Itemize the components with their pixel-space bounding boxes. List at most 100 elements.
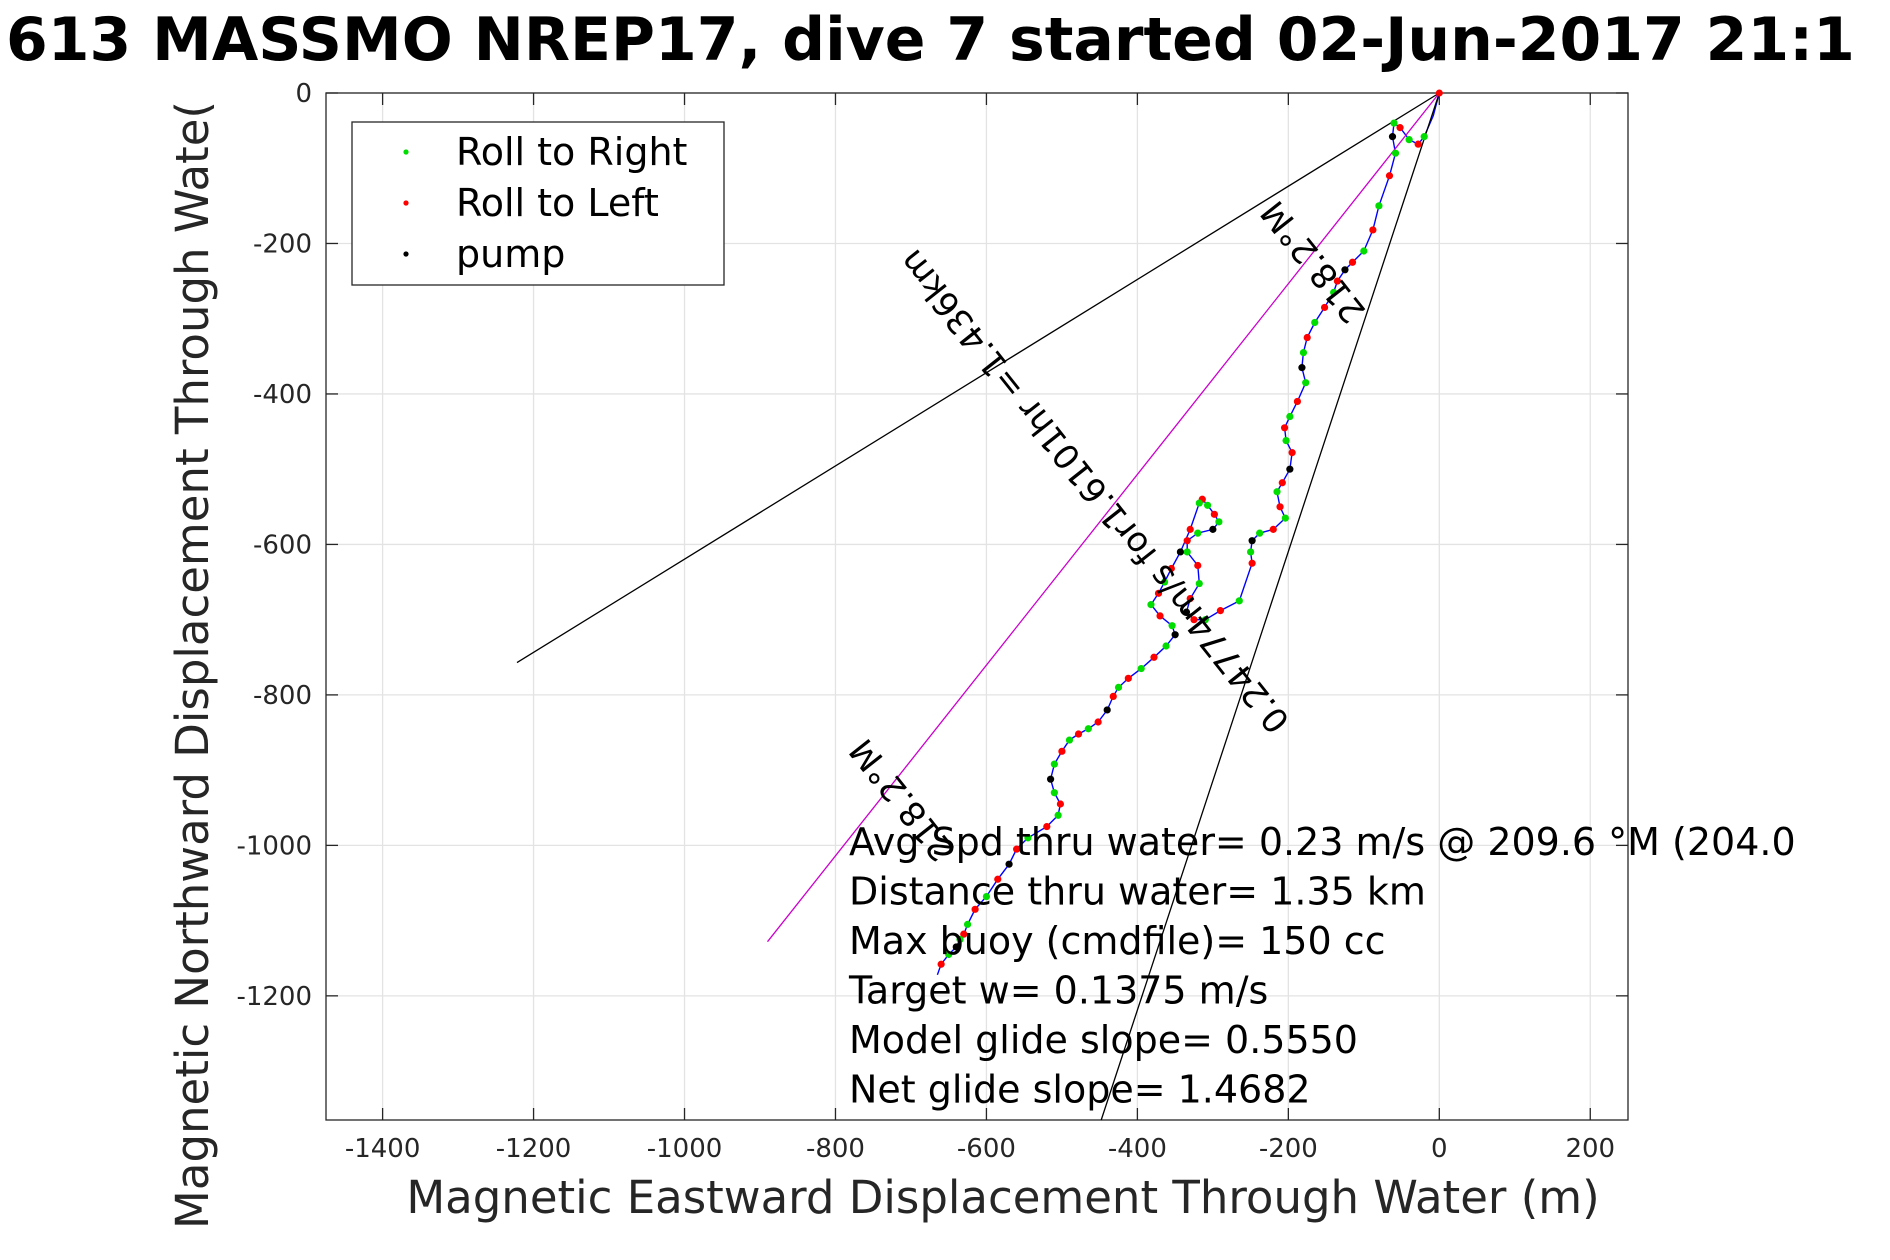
y-tick-label: -400 xyxy=(253,380,312,410)
track-marker xyxy=(1050,789,1058,797)
track-marker xyxy=(1194,561,1202,570)
track-marker xyxy=(971,905,979,913)
stats-line: Distance thru water= 1.35 km xyxy=(849,870,1426,914)
track-marker xyxy=(1056,800,1065,808)
track-marker xyxy=(1375,202,1383,210)
track-marker xyxy=(1280,424,1289,432)
legend-swatch xyxy=(403,149,409,155)
track-marker xyxy=(1183,537,1191,545)
track-marker xyxy=(1414,140,1422,148)
annotation-layer: 218.2°M0.24774m/s for1.6101hr =1.436km21… xyxy=(842,193,1796,1112)
track-marker xyxy=(1114,683,1123,691)
track-marker xyxy=(1162,642,1170,650)
track-marker xyxy=(1094,718,1102,726)
track-marker xyxy=(1183,548,1191,556)
x-tick-label: -600 xyxy=(957,1134,1016,1164)
track-marker xyxy=(1167,564,1175,573)
track-marker xyxy=(1391,149,1400,157)
legend-entry: pump xyxy=(456,232,565,276)
y-tick-label: 0 xyxy=(295,79,312,109)
track-marker xyxy=(1311,318,1319,327)
track-marker xyxy=(1210,510,1218,518)
track-marker xyxy=(1278,479,1286,487)
track-marker xyxy=(1203,501,1212,509)
track-marker xyxy=(1074,730,1083,738)
track-marker xyxy=(937,960,945,968)
track-marker xyxy=(1058,747,1066,755)
track-marker xyxy=(1369,226,1377,234)
track-marker xyxy=(1348,258,1357,266)
track-marker xyxy=(1154,589,1163,597)
track-marker xyxy=(945,950,953,959)
x-tick-label: -800 xyxy=(806,1134,865,1164)
track-marker xyxy=(1109,692,1117,701)
track-marker xyxy=(1235,597,1243,605)
track-marker xyxy=(1013,845,1021,853)
track-marker xyxy=(1341,266,1349,274)
track-marker xyxy=(1103,706,1111,714)
track-marker xyxy=(1215,518,1223,526)
track-marker xyxy=(1385,172,1394,180)
stats-line: Net glide slope= 1.4682 xyxy=(849,1068,1311,1112)
track-marker xyxy=(1195,499,1203,507)
track-marker xyxy=(1282,437,1290,445)
y-tick-label: -200 xyxy=(253,229,312,259)
track-marker xyxy=(963,920,972,928)
track-marker xyxy=(1396,124,1404,132)
track-marker xyxy=(1168,622,1176,630)
track-marker xyxy=(1005,860,1013,868)
stats-line: Model glide slope= 0.5550 xyxy=(849,1018,1358,1062)
x-tick-label: -1200 xyxy=(496,1134,572,1164)
track-marker xyxy=(1054,811,1062,819)
track-marker xyxy=(1043,822,1051,831)
marker-layer xyxy=(937,89,1443,968)
track-marker xyxy=(1248,559,1256,567)
track-marker xyxy=(960,930,968,938)
track-marker xyxy=(1160,578,1169,586)
series-line-heading-218-2-m xyxy=(766,92,1440,943)
track-marker xyxy=(1390,119,1398,127)
track-marker xyxy=(1269,525,1277,533)
legend: Roll to Right Roll to Left pump xyxy=(351,121,725,286)
track-marker xyxy=(1293,397,1302,406)
series-line-cone-right xyxy=(1100,92,1440,1121)
track-marker xyxy=(1248,537,1256,545)
track-marker xyxy=(1281,514,1289,522)
track-marker xyxy=(1320,303,1329,312)
track-marker xyxy=(1137,664,1145,673)
track-marker xyxy=(1182,608,1191,616)
track-marker xyxy=(1302,379,1310,387)
y-axis-label: Magnetic Northward Displacement Through … xyxy=(166,101,219,1229)
track-marker xyxy=(1299,348,1308,357)
y-tick-label: -1000 xyxy=(236,831,312,861)
x-tick-label: -1000 xyxy=(647,1134,723,1164)
y-ticks: 0 -200 -400 -600 -800 -1000 -1200 xyxy=(236,79,1628,1012)
x-tick-label: 200 xyxy=(1565,1134,1615,1164)
track-marker xyxy=(1273,488,1281,496)
track-marker xyxy=(1024,834,1032,842)
stats-line: Target w= 0.1375 m/s xyxy=(848,969,1268,1013)
axes-box xyxy=(325,92,1629,1121)
track-marker xyxy=(994,875,1002,883)
series-line-cone-left xyxy=(516,92,1440,664)
track-marker xyxy=(1298,364,1306,372)
x-tick-label: 0 xyxy=(1431,1134,1448,1164)
track-marker xyxy=(1186,525,1194,533)
y-tick-label: -800 xyxy=(253,681,312,711)
y-tick-label: -1200 xyxy=(236,982,312,1012)
x-tick-label: -400 xyxy=(1108,1134,1167,1164)
track-marker xyxy=(1195,579,1203,588)
y-tick-label: -600 xyxy=(253,530,312,560)
track-marker xyxy=(1388,133,1397,141)
track-marker xyxy=(1247,548,1255,556)
track-marker xyxy=(1124,674,1132,682)
track-marker xyxy=(1176,548,1185,556)
track-marker xyxy=(1330,288,1338,296)
track-marker xyxy=(1156,612,1164,620)
legend-box xyxy=(351,121,725,286)
legend-entry: Roll to Right xyxy=(456,130,687,174)
track-marker xyxy=(952,943,960,951)
x-tick-label: -1400 xyxy=(345,1134,421,1164)
stats-line: Avg Spd thru water= 0.23 m/s @ 209.6 °M … xyxy=(849,820,1796,864)
